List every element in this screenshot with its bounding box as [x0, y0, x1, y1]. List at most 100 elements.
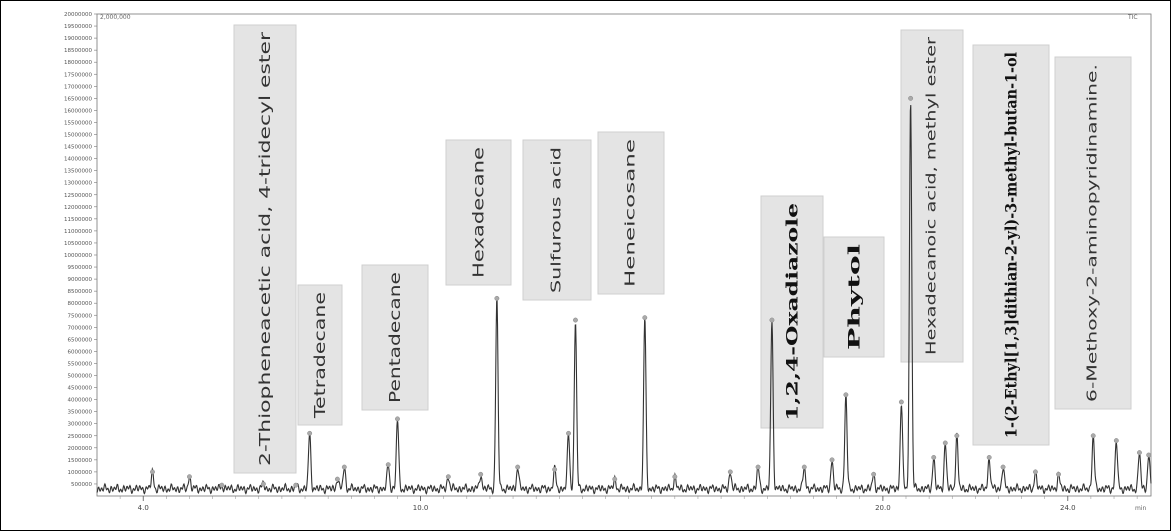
y-tick-label: 11000000	[64, 229, 92, 235]
peak-point	[672, 474, 678, 480]
peak-point	[612, 476, 618, 482]
peak-point	[219, 482, 225, 488]
y-tick-label: 10000000	[64, 253, 92, 259]
x-tick-label: 24.0	[1060, 504, 1076, 512]
corner-label-right: TIC	[1127, 14, 1138, 21]
x-axis: 4.0 10.0 20.0 24.0	[119, 496, 1138, 512]
y-tick-label: 3000000	[68, 422, 93, 428]
peak-label-box	[760, 195, 824, 429]
y-tick-label: 6000000	[68, 349, 93, 355]
peak-point	[942, 440, 948, 446]
y-tick-label: 20000000	[64, 12, 92, 18]
peak-point	[385, 462, 391, 468]
peak-point	[341, 464, 347, 470]
peak-label-box	[233, 24, 297, 474]
chromatogram-trace	[96, 105, 1152, 495]
y-tick-label: 17500000	[64, 72, 92, 78]
peak-point	[1136, 450, 1142, 456]
y-tick-label: 19500000	[64, 24, 92, 30]
y-tick-label: 12500000	[64, 193, 92, 199]
peak-point	[566, 430, 571, 436]
y-tick-label: 10500000	[64, 241, 92, 247]
y-tick-label: 16000000	[64, 108, 92, 114]
peak-point	[307, 430, 313, 436]
peak-point	[755, 464, 761, 470]
y-tick-label: 6500000	[68, 337, 93, 343]
peak-point	[573, 317, 578, 323]
y-tick-label: 7000000	[68, 325, 93, 331]
y-tick-label: 19000000	[64, 36, 92, 42]
peak-point	[445, 474, 451, 480]
peak-point	[769, 317, 775, 323]
y-tick-label: 500000	[71, 482, 92, 488]
peak-point	[552, 467, 558, 472]
y-tick-label: 13500000	[64, 169, 92, 175]
y-tick-label: 17000000	[64, 84, 92, 90]
y-tick-label: 12000000	[64, 205, 92, 211]
peak-point	[986, 454, 992, 460]
y-tick-label: 14000000	[64, 157, 92, 163]
corner-label-left: 2,000,000	[100, 14, 131, 21]
y-tick-label: 15000000	[64, 133, 92, 139]
peak-point	[150, 469, 155, 475]
peak-label-text: Tetradecane	[311, 292, 329, 419]
peak-point	[260, 481, 266, 487]
peak-point	[494, 295, 500, 301]
peak-label-text: 6-Methoxy-2-aminopyridinamine.	[1086, 64, 1101, 402]
y-tick-label: 3500000	[68, 410, 93, 416]
peak-point	[931, 454, 937, 460]
y-tick-label: 7500000	[68, 313, 93, 319]
peak-label-box	[445, 139, 512, 286]
peak-point	[898, 399, 904, 405]
y-tick-label: 5500000	[68, 361, 93, 367]
y-tick-label: 1500000	[68, 458, 93, 464]
peak-point	[515, 464, 521, 470]
y-tick-label: 2500000	[68, 434, 93, 440]
peak-point	[334, 476, 340, 482]
x-unit-label: min	[1135, 505, 1147, 512]
peak-point	[908, 95, 914, 101]
peak-point	[1000, 464, 1006, 470]
y-tick-label: 9000000	[68, 277, 93, 283]
y-tick-label: 5000000	[68, 374, 93, 380]
peak-point	[187, 474, 192, 480]
peak-label-box	[823, 236, 885, 358]
peak-label-box	[361, 264, 429, 411]
peak-point	[727, 469, 733, 475]
peak-label-box	[972, 44, 1050, 446]
peak-point	[1146, 452, 1152, 458]
y-tick-label: 18500000	[64, 48, 92, 54]
peak-labels: 2-Thiopheneacetic acid, 4-tridecyl ester…	[233, 24, 1132, 474]
peak-point	[1090, 433, 1096, 439]
peak-point	[395, 416, 400, 422]
y-tick-label: 9500000	[68, 265, 93, 271]
peak-markers	[150, 95, 1152, 488]
peak-label-text: 1-(2-Ethyl[1,3]dithian-2-yl)-3-methyl-bu…	[1002, 52, 1021, 438]
peak-label-text: Heneicosane	[624, 139, 639, 287]
y-tick-label: 14500000	[64, 145, 92, 151]
peak-point	[843, 392, 849, 398]
peak-point	[1032, 469, 1038, 475]
peak-label-text: 1,2,4-Oxadiazole	[783, 203, 802, 421]
peak-point	[1113, 438, 1119, 444]
y-tick-label: 16500000	[64, 96, 92, 102]
y-tick-label: 13000000	[64, 181, 92, 187]
peak-point	[642, 315, 648, 321]
x-tick-label: 20.0	[875, 504, 891, 512]
y-tick-label: 4000000	[68, 398, 93, 404]
peak-point	[1056, 471, 1061, 477]
peak-label-box	[1054, 56, 1132, 410]
peak-label-box	[522, 139, 592, 301]
y-tick-label: 4500000	[68, 386, 93, 392]
y-tick-label: 18000000	[64, 60, 92, 66]
peak-point	[478, 471, 484, 477]
peak-label-text: 2-Thiopheneacetic acid, 4-tridecyl ester	[256, 31, 274, 466]
peak-point	[293, 482, 299, 488]
y-tick-label: 8000000	[68, 301, 93, 307]
peak-label-text: Hexadecane	[470, 147, 488, 278]
peak-label-text: Hexadecanoic acid, methyl ester	[925, 36, 940, 355]
y-tick-label: 11500000	[64, 217, 92, 223]
y-tick-label: 2000000	[68, 446, 93, 452]
peak-point	[871, 471, 877, 477]
peak-label-box	[597, 131, 665, 295]
